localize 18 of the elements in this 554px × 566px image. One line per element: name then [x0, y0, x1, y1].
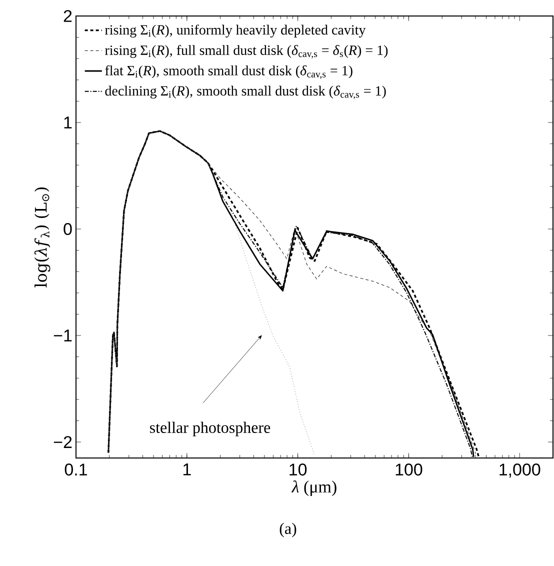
y-tick-label: 1 — [64, 116, 72, 128]
legend-label: flat Σ$_{i}$(R), smooth small dust disk (δ$_{cav,s}$ = 1) — [105, 65, 352, 79]
legend-label: declining Σ$_{i}$(R), smooth small dust disk (δ$_{cav,s}$ = 1) — [105, 86, 386, 100]
y-tick-label: 0 — [64, 222, 72, 236]
x-tick-label: 0.1 — [64, 464, 87, 476]
y-tick-label: −2 — [54, 436, 72, 448]
legend-label: rising Σ$_{i}$(R), uniformly heavily depleted cavity — [105, 24, 366, 38]
text: rising Σ$_{i}$(R), full small dust disk (δ$_{cav,s}$ = δ$_{s}$(R) = 1) — [105, 44, 388, 58]
y-tick-label: 2 — [64, 10, 72, 22]
text: (a) — [280, 522, 296, 538]
x-tick-label: 10 — [290, 464, 307, 476]
y-tick-label: −1 — [54, 330, 72, 342]
x-tick-label: 100 — [396, 464, 422, 476]
y-axis-title: log(λf$_{λ}$) (L$_{⊙}$) — [34, 187, 50, 288]
x-tick-label: 1 — [183, 464, 191, 476]
x-tick-label: 1,000 — [500, 464, 540, 478]
annotation: stellar photosphere — [150, 422, 270, 436]
x-axis-title: λ (μm) — [291, 480, 336, 496]
